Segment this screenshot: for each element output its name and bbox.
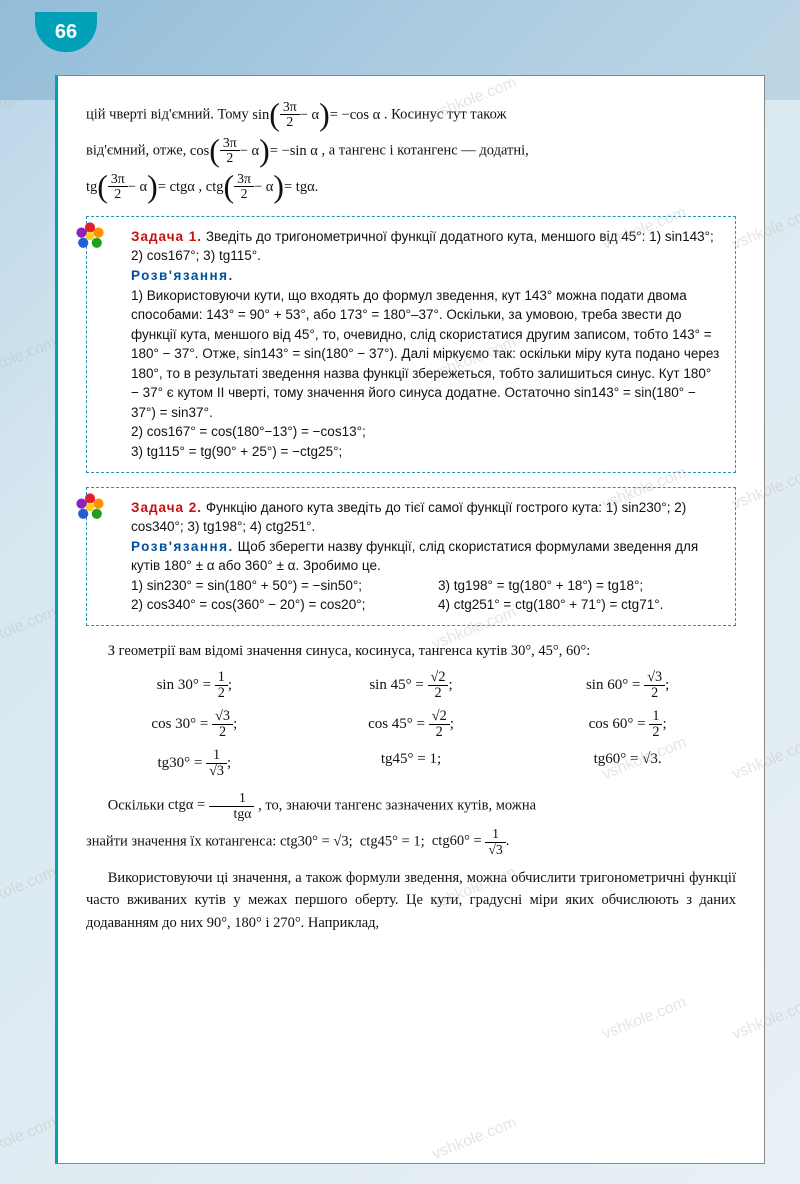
- task2-r3: 3) tg198° = tg(180° + 18°) = tg18°;: [438, 578, 643, 593]
- intro-line2: від'ємний, отже, cos(3π2 − α) = −sin α ,…: [86, 136, 736, 166]
- ctg60: ctg60° = 1√3.: [432, 833, 510, 849]
- closing-para: Використовуючи ці значення, а також форм…: [86, 867, 736, 934]
- watermark-text: vshkole.com: [0, 604, 59, 654]
- lbl: tg30° =: [157, 755, 206, 771]
- lbl: tg45° = 1;: [381, 751, 441, 767]
- task2-r2: 2) cos340° = cos(360° − 20°) = cos20°;: [131, 597, 365, 612]
- text: цій чверті від'ємний. Тому: [86, 106, 252, 122]
- num: 1: [485, 827, 505, 842]
- formula-ctg: ctg(3π2 − α) = tgα.: [206, 172, 319, 202]
- den: 2: [212, 725, 233, 740]
- den: √3: [206, 764, 227, 779]
- num: √3: [212, 709, 233, 725]
- text: . Косинус тут також: [384, 106, 507, 122]
- num: 1: [215, 670, 228, 686]
- lbl: ctg60° =: [432, 833, 485, 849]
- lbl: sin 45° =: [369, 677, 427, 693]
- task1-body1: 1) Використовуючи кути, що входять до фо…: [131, 288, 719, 420]
- lbl: cos 30° =: [151, 716, 212, 732]
- formula-ctg-def: ctgα = 1tgα: [168, 797, 254, 813]
- formula-cos: cos(3π2 − α) = −sin α: [190, 136, 318, 166]
- task1-solution-label: Розв'язання.: [131, 268, 234, 283]
- trig-row-cos: cos 30° = √32; cos 45° = √22; cos 60° = …: [86, 709, 736, 740]
- task1-prompt: Зведіть до тригонометричної функції дода…: [131, 229, 714, 264]
- watermark-text: vshkole.com: [0, 864, 59, 914]
- text: , а тангенс і котангенс — додатні,: [321, 142, 528, 158]
- task1-box: Задача 1. Зведіть до тригонометричної фу…: [86, 216, 736, 473]
- den: 2: [429, 725, 450, 740]
- lbl: sin 30° =: [157, 677, 215, 693]
- task2-solution-label: Розв'язання.: [131, 539, 234, 554]
- text: Оскільки: [108, 797, 168, 813]
- den: √3: [485, 843, 505, 857]
- text: ,: [199, 178, 206, 194]
- formula-sin: sin(3π2 − α) = −cos α: [252, 100, 380, 130]
- den: 2: [644, 686, 665, 701]
- trig-row-tg: tg30° = 1√3; tg45° = 1; tg60° = √3.: [86, 748, 736, 779]
- den: 2: [649, 725, 662, 740]
- task2-box: Задача 2. Функцію даного кута зведіть до…: [86, 487, 736, 626]
- num: 1: [649, 709, 662, 725]
- text: від'ємний, отже,: [86, 142, 190, 158]
- page-content: цій чверті від'ємний. Тому sin(3π2 − α) …: [55, 75, 765, 1164]
- watermark-text: vshkole.com: [0, 334, 59, 384]
- lbl: sin 60° =: [586, 677, 644, 693]
- flower-icon: [73, 490, 107, 524]
- task1-title: Задача 1.: [131, 229, 202, 244]
- task2-prompt: Функцію даного кута зведіть до тієї само…: [131, 500, 686, 535]
- task1-body3: 3) tg115° = tg(90° + 25°) = −ctg25°;: [131, 444, 342, 459]
- flower-icon: [73, 219, 107, 253]
- task1-body2: 2) cos167° = cos(180°−13°) = −cos13°;: [131, 424, 366, 439]
- intro-line3: tg(3π2 − α) = ctgα , ctg(3π2 − α) = tgα.: [86, 172, 736, 202]
- after-para1: Оскільки ctgα = 1tgα , то, знаючи танген…: [86, 791, 736, 821]
- after-para2: знайти значення їх котангенса: ctg30° = …: [86, 827, 736, 857]
- text: , то, знаючи тангенс зазначених кутів, м…: [258, 797, 536, 813]
- task2-title: Задача 2.: [131, 500, 202, 515]
- formula-tg: tg(3π2 − α) = ctgα: [86, 172, 195, 202]
- lbl: cos 45° =: [368, 716, 429, 732]
- lbl: cos 60° =: [589, 716, 650, 732]
- num: √2: [428, 670, 449, 686]
- den: 2: [215, 686, 228, 701]
- trig-row-sin: sin 30° = 12; sin 45° = √22; sin 60° = √…: [86, 670, 736, 701]
- task2-r1: 1) sin230° = sin(180° + 50°) = −sin50°;: [131, 578, 362, 593]
- page-number: 66: [55, 21, 77, 44]
- trig-table: sin 30° = 12; sin 45° = √22; sin 60° = √…: [86, 670, 736, 779]
- num: √3: [644, 670, 665, 686]
- watermark-text: vshkole.com: [0, 1114, 59, 1164]
- task2-r4: 4) ctg251° = ctg(180° + 71°) = ctg71°.: [438, 597, 663, 612]
- ctg45: ctg45° = 1;: [360, 833, 425, 849]
- num: √2: [429, 709, 450, 725]
- ctg30: ctg30° = √3;: [280, 833, 353, 849]
- num: 1: [206, 748, 227, 764]
- mid-text: З геометрії вам відомі значення синуса, …: [86, 640, 736, 662]
- text: знайти значення їх котангенса:: [86, 833, 280, 849]
- task2-results: 1) sin230° = sin(180° + 50°) = −sin50°; …: [131, 576, 721, 615]
- den: 2: [428, 686, 449, 701]
- lbl: tg60° = √3.: [594, 751, 662, 767]
- intro-line1: цій чверті від'ємний. Тому sin(3π2 − α) …: [86, 100, 736, 130]
